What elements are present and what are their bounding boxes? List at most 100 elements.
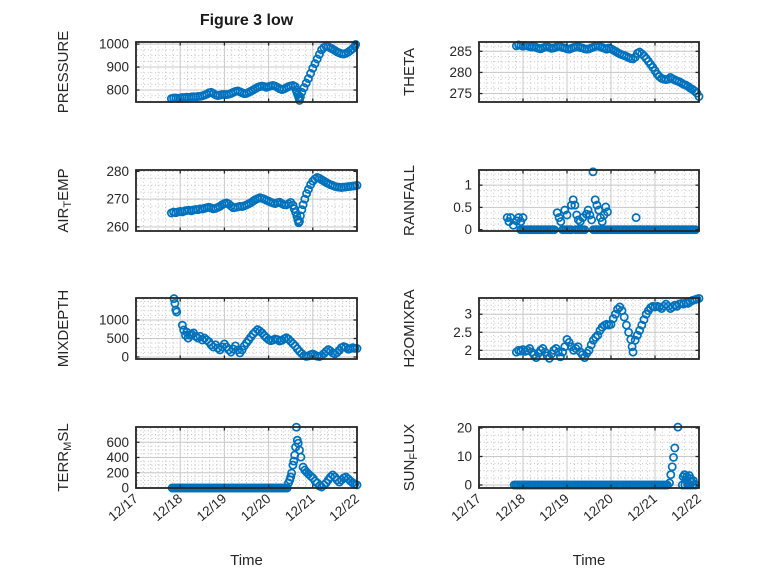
x-tick-label: 12/22 [668,491,704,524]
subplot-air-temp: 260 270 280 AIRTEMP [55,164,362,234]
marker [302,189,312,199]
major-grid [136,170,357,231]
marker [286,336,296,346]
marker [191,331,201,341]
data-points [511,293,704,363]
marker [603,207,612,217]
y-tick-label: 20 [457,420,472,435]
marker [286,472,296,482]
subplot-h2omixra: 2 2.5 3 H2OMIXRA [401,289,704,368]
axes-box [478,426,700,489]
marker [284,334,293,344]
y-tick-label: 900 [106,60,129,75]
marker [555,352,565,362]
marker [312,54,322,64]
marker [288,460,298,470]
marker [553,347,563,357]
marker [619,312,629,322]
data-points [502,167,700,235]
minor-grid [137,170,356,230]
y-tick-label: 1 [464,178,472,193]
marker [172,307,182,317]
marker [301,78,311,88]
marker [585,210,595,220]
marker [299,83,309,93]
marker [549,225,559,235]
marker [536,345,546,355]
y-tick-label: 3 [464,307,472,322]
x-tick-label: 12/21 [624,491,660,524]
marker [297,205,307,215]
subplot-theta: 275 280 285 THETA [401,40,704,103]
marker [637,320,647,330]
axes-box [478,297,700,360]
marker [531,353,541,363]
marker [289,456,299,466]
marker [549,345,559,355]
marker [556,217,566,227]
marker [562,210,572,220]
axes-box [135,169,358,232]
marker [667,462,677,472]
marker [592,200,602,210]
marker [310,476,320,486]
marker [608,314,618,324]
marker [310,59,320,69]
marker [631,213,641,223]
marker [570,200,580,210]
marker [306,471,316,481]
subplot-mixdepth: 0 500 1000 MIXDEPTH [55,290,362,368]
y-axis-label-mixdepth: MIXDEPTH [55,290,72,368]
major-grid [479,170,699,231]
data-points [166,40,361,105]
marker [552,208,562,218]
marker [583,205,593,215]
y-axis-label-air-temp: AIRTEMP [55,168,74,232]
marker [295,92,305,102]
y-tick-label: 10 [457,449,472,464]
marker [621,320,631,330]
marker [591,332,601,342]
marker [295,211,305,221]
y-tick-label: 500 [106,331,129,346]
y-tick-label: 0 [121,349,129,364]
subplot-sun-flux: 0 10 20 SUNFLUX 12/17 12/18 12/19 12/20 12/21 12/… [401,420,704,524]
marker [202,335,212,345]
axes-box [478,41,700,103]
marker [314,49,324,59]
marker [560,205,570,215]
y-tick-label: 2 [464,343,472,358]
y-tick-label: 270 [106,192,129,207]
y-axis-label-theta: THETA [401,48,418,96]
y-tick-label: 1000 [99,312,129,327]
x-tick-label: 12/22 [326,491,362,524]
y-axis-label-pressure: PRESSURE [55,31,72,114]
marker [332,348,342,357]
x-tick-label: 12/18 [150,491,186,524]
y-tick-label: 400 [106,450,129,465]
marker [328,470,338,480]
marker [580,225,590,235]
axes-box [478,169,700,232]
y-tick-label: 0 [464,478,472,493]
marker [590,195,600,205]
axes-box [135,426,358,489]
marker [288,339,298,349]
marker [303,184,313,194]
y-tick-label: 260 [106,219,129,234]
marker [580,353,590,363]
subplot-rainfall: 0 0.5 1 RAINFALL [401,165,700,237]
figure-title: Figure 3 low [199,12,294,29]
marker [665,478,674,488]
y-tick-label: 0.5 [453,200,472,215]
marker [303,74,313,84]
marker [306,69,316,78]
marker [573,215,583,225]
y-tick-label: 2.5 [453,325,472,340]
y-axis-label-rainfall: RAINFALL [401,165,418,236]
y-tick-label: 285 [449,44,472,59]
marker [628,347,638,357]
